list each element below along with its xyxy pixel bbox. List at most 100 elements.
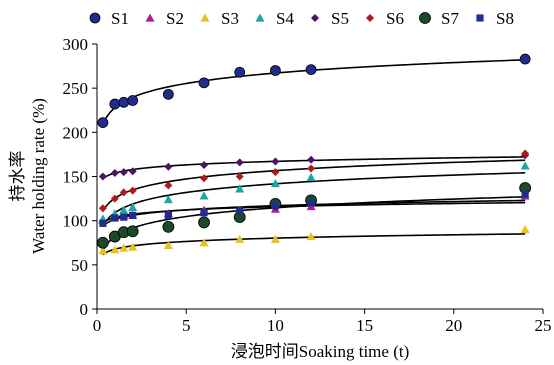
data-point xyxy=(234,66,246,78)
legend-item: S3 xyxy=(200,9,239,28)
data-point xyxy=(109,98,121,110)
data-point xyxy=(96,236,109,249)
legend-label: S7 xyxy=(441,9,459,28)
y-tick-label: 200 xyxy=(63,123,89,142)
y-tick-label: 50 xyxy=(71,256,88,275)
legend-label: S6 xyxy=(386,9,404,28)
data-point xyxy=(99,219,107,227)
legend-item: S4 xyxy=(255,9,294,28)
x-tick-label: 20 xyxy=(445,316,462,335)
data-point xyxy=(163,194,173,204)
data-point xyxy=(521,149,530,158)
series-group xyxy=(99,190,529,227)
chart-axes: 0 50 100 150 200 250 300 0 5 10 15 20 25 xyxy=(63,35,552,335)
data-point xyxy=(119,168,128,177)
data-point xyxy=(98,204,107,213)
data-point xyxy=(271,202,279,210)
y-axis-title-cn: 持水率 xyxy=(8,151,27,202)
fit-curve xyxy=(102,233,526,256)
data-point xyxy=(200,161,209,170)
legend-marker xyxy=(476,14,484,22)
legend-label: S3 xyxy=(221,9,239,28)
series-group xyxy=(98,149,530,213)
legend-marker xyxy=(145,13,155,22)
data-point xyxy=(128,202,138,212)
data-point xyxy=(162,220,175,233)
x-tick-label: 25 xyxy=(535,316,552,335)
data-point xyxy=(162,88,174,100)
data-point xyxy=(306,172,316,181)
data-point xyxy=(271,157,280,166)
y-tick-label: 250 xyxy=(63,79,89,98)
fit-curve xyxy=(102,172,526,228)
data-point xyxy=(199,191,209,200)
data-point xyxy=(163,240,173,249)
data-point xyxy=(520,161,530,170)
legend-label: S4 xyxy=(276,9,294,28)
y-tick-label: 100 xyxy=(63,212,89,231)
data-point xyxy=(271,168,280,177)
data-point xyxy=(200,174,209,183)
data-point xyxy=(126,225,139,238)
legend-label: S1 xyxy=(111,9,129,28)
series-group xyxy=(98,161,530,223)
chart-legend: S1 S2 S3 S4 S5 S6 S7 S8 xyxy=(89,9,514,28)
legend-item: S5 xyxy=(311,9,349,28)
data-point xyxy=(520,225,530,234)
data-point xyxy=(307,164,316,173)
data-point xyxy=(129,211,137,219)
legend-marker xyxy=(200,13,210,22)
legend-marker xyxy=(255,13,265,22)
legend-marker xyxy=(419,12,431,24)
series-group xyxy=(97,53,531,129)
data-point xyxy=(521,190,529,198)
data-point xyxy=(97,117,109,129)
legend-marker xyxy=(311,14,319,22)
data-point xyxy=(128,167,137,176)
data-point xyxy=(306,232,316,241)
data-point xyxy=(270,179,280,188)
x-tick-label: 5 xyxy=(182,316,191,335)
legend-label: S8 xyxy=(496,9,514,28)
data-point xyxy=(235,234,245,243)
legend-label: S2 xyxy=(166,9,184,28)
data-point xyxy=(164,181,173,190)
data-point xyxy=(119,205,129,214)
data-point xyxy=(119,243,129,252)
legend-item: S7 xyxy=(419,9,459,28)
data-point xyxy=(119,188,128,197)
data-point xyxy=(120,213,128,221)
data-point xyxy=(110,194,119,203)
data-point xyxy=(270,234,280,243)
data-point xyxy=(519,53,531,65)
data-point xyxy=(307,155,316,164)
data-point xyxy=(164,211,172,219)
x-tick-label: 0 xyxy=(93,316,102,335)
x-tick-label: 15 xyxy=(356,316,373,335)
legend-item: S1 xyxy=(89,9,129,28)
data-point xyxy=(198,77,210,89)
y-tick-label: 300 xyxy=(63,35,89,54)
data-point xyxy=(118,96,130,108)
data-points xyxy=(96,53,532,255)
y-axis-title: Water holding rate (%) xyxy=(29,98,48,254)
data-point xyxy=(128,242,138,251)
data-point xyxy=(269,65,281,76)
x-tick-label: 10 xyxy=(267,316,284,335)
legend-label: S5 xyxy=(331,9,349,28)
data-point xyxy=(236,207,244,215)
series-group xyxy=(98,225,530,255)
data-point xyxy=(235,184,245,193)
data-point xyxy=(307,199,315,207)
data-point xyxy=(111,214,119,222)
data-point xyxy=(98,172,107,181)
data-point xyxy=(200,209,208,217)
data-point xyxy=(164,162,173,171)
data-point xyxy=(127,95,139,106)
data-point xyxy=(110,245,120,254)
data-point xyxy=(235,172,244,181)
x-axis-title: 浸泡时间Soaking time (t) xyxy=(231,342,409,361)
legend-item: S2 xyxy=(145,9,184,28)
y-tick-label: 150 xyxy=(63,168,89,187)
